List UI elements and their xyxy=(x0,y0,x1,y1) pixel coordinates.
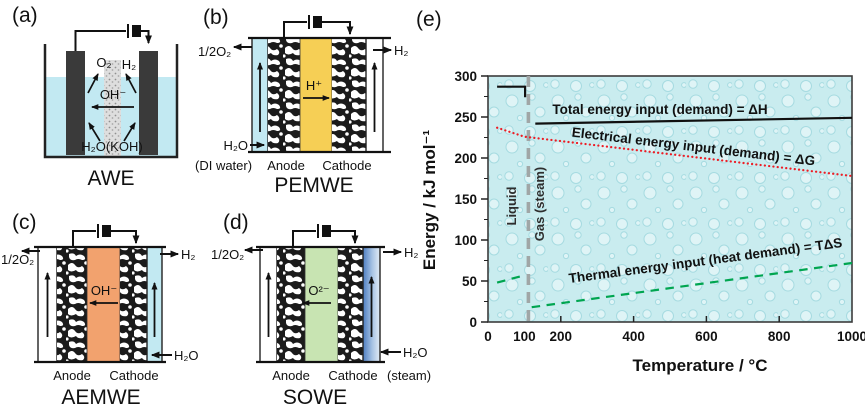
hydrogen-label: H₂ xyxy=(122,57,136,72)
y-tick-label: 200 xyxy=(454,151,477,166)
cathode-label: Cathode xyxy=(328,368,377,383)
battery-symbol xyxy=(102,225,111,237)
oxide-ion-label: O²⁻ xyxy=(308,283,329,298)
panel-label-a: (a) xyxy=(12,4,38,27)
panel-label-b: (b) xyxy=(203,6,229,29)
water-arrow-right xyxy=(123,122,136,142)
panel-sowe: (d) O²⁻ 1/2O₂ H₂ H₂O Anode Cathode (stea… xyxy=(211,211,431,408)
y-tick-label: 250 xyxy=(454,110,477,125)
cathode-label: Cathode xyxy=(109,368,158,383)
dh-line-liquid xyxy=(497,85,527,98)
hydrogen-out-label: H₂ xyxy=(394,43,408,58)
anode-porous-layer xyxy=(277,247,305,362)
x-tick-label: 200 xyxy=(550,329,573,344)
y-axis-ticks: 0 50 100 150 200 250 300 xyxy=(454,69,488,330)
battery-symbol xyxy=(132,25,141,37)
circuit-wire-arrow xyxy=(111,230,140,245)
h2-bubble-arrow xyxy=(125,73,137,94)
panel-title-awe: AWE xyxy=(87,167,134,190)
beaker xyxy=(43,44,179,159)
water-in-label: H₂O xyxy=(174,348,199,363)
panel-aemwe: (c) OH⁻ 1/2O₂ H₂ H₂O Anode Cathode AEMWE xyxy=(1,211,199,408)
anode-label: Anode xyxy=(272,368,310,383)
water-in-label: H₂O xyxy=(403,345,428,360)
dg-line xyxy=(495,126,854,178)
anode-label: Anode xyxy=(53,368,91,383)
aem-membrane xyxy=(86,246,121,363)
water-note-label: (steam) xyxy=(387,368,431,383)
anode-porous-layer xyxy=(268,38,300,152)
anode-porous-layer xyxy=(57,247,87,362)
oxygen-out-label: 1/2O₂ xyxy=(1,252,34,267)
liquid-region-label: Liquid xyxy=(504,186,519,225)
panel-label-e: (e) xyxy=(416,8,442,31)
x-tick-label: 400 xyxy=(622,329,645,344)
y-tick-label: 300 xyxy=(454,69,477,84)
x-tick-label: 0 xyxy=(484,329,492,344)
cathode-label: Cathode xyxy=(322,158,371,173)
oxygen-out-label: 1/2O₂ xyxy=(198,44,231,59)
y-axis-title: Energy / kJ mol⁻¹ xyxy=(420,130,439,271)
hydrogen-out-label: H₂ xyxy=(404,245,418,260)
pem-membrane xyxy=(299,37,333,153)
right-electrode xyxy=(139,51,158,155)
cathode-porous-layer xyxy=(332,38,366,152)
panel-label-d: (d) xyxy=(223,211,249,234)
battery-symbol xyxy=(322,225,331,237)
y-tick-label: 150 xyxy=(454,192,477,207)
circuit-wire xyxy=(74,30,126,52)
circuit-wire-arrow xyxy=(331,230,359,245)
cathode-porous-layer xyxy=(120,247,147,362)
solid-oxide-membrane xyxy=(304,246,339,363)
left-electrode xyxy=(66,51,85,155)
circuit-wire xyxy=(72,230,96,247)
x-tick-label: 1000 xyxy=(837,329,865,344)
panel-title-pemwe: PEMWE xyxy=(274,174,353,197)
panel-title-aemwe: AEMWE xyxy=(61,386,140,408)
x-tick-label: 600 xyxy=(695,329,718,344)
cathode-porous-layer xyxy=(338,247,363,362)
dh-line-gas xyxy=(535,116,853,125)
water-in-label: H₂O xyxy=(223,138,248,153)
hydroxide-label: OH⁻ xyxy=(91,283,117,298)
y-tick-label: 100 xyxy=(454,233,477,248)
panel-pemwe: (b) H⁺ 1/2O₂ H₂ H₂O (DI water) Anode Cat… xyxy=(195,6,408,197)
anode-label: Anode xyxy=(267,158,305,173)
separator-diaphragm xyxy=(104,60,121,156)
circuit-wire-arrow xyxy=(141,30,152,45)
water-arrow-left xyxy=(88,122,101,142)
circuit-wire-arrow xyxy=(322,21,354,36)
panel-title-sowe: SOWE xyxy=(283,386,347,408)
proton-label: H⁺ xyxy=(306,78,322,93)
gas-region-label: Gas (steam) xyxy=(532,167,547,241)
plot-area xyxy=(487,75,853,323)
panel-awe: (a) O₂ H₂ OH⁻ H₂O(KOH) AWE xyxy=(12,4,179,190)
o2-bubble-arrow xyxy=(87,73,99,94)
water-note-label: (DI water) xyxy=(195,158,252,173)
oxygen-label: O₂ xyxy=(96,55,111,70)
circuit-wire xyxy=(283,21,307,38)
x-tick-label: 800 xyxy=(768,329,791,344)
tds-line-liquid xyxy=(496,274,525,284)
y-tick-label: 50 xyxy=(462,274,477,289)
hydroxide-label: OH⁻ xyxy=(100,87,126,102)
dh-series-label: Total energy input (demand) = ΔH xyxy=(552,102,767,117)
x-axis-ticks: 0 100 200 400 600 800 1000 xyxy=(484,316,865,344)
battery-symbol xyxy=(313,16,322,28)
x-axis-title: Temperature / °C xyxy=(633,356,768,375)
x-tick-label: 100 xyxy=(513,329,536,344)
panel-label-c: (c) xyxy=(12,211,37,234)
oxygen-out-label: 1/2O₂ xyxy=(211,247,244,262)
circuit-wire xyxy=(292,230,316,247)
electrolyte-label: H₂O(KOH) xyxy=(81,139,142,154)
hydrogen-out-label: H₂ xyxy=(181,247,195,262)
panel-energy-chart: (e) 0 50 100 150 200 250 300 0 100 200 400 600 800 1… xyxy=(416,8,865,375)
y-tick-label: 0 xyxy=(469,315,477,330)
